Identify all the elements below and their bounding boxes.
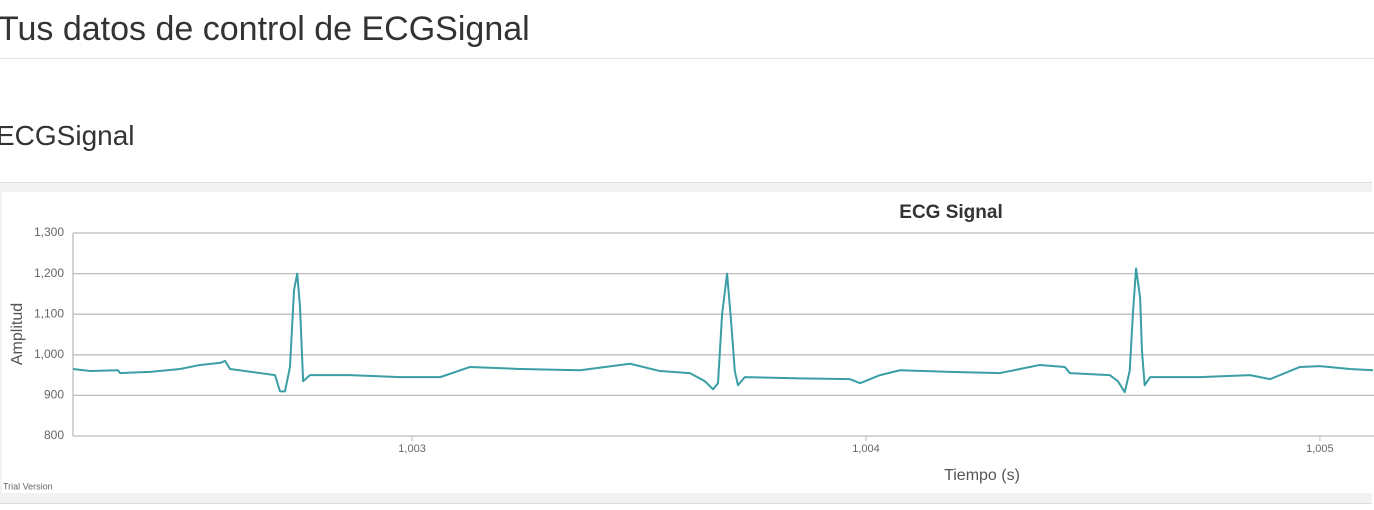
- x-tick-label: 1,005: [1306, 443, 1334, 455]
- y-tick-label: 1,000: [34, 347, 64, 361]
- ecg-line: [72, 267, 1374, 394]
- divider: [0, 58, 1374, 59]
- chart-background: [2, 192, 1374, 493]
- watermark: Trial Version: [3, 481, 53, 491]
- x-axis-label: Tiempo (s): [944, 467, 1020, 484]
- page-title: Tus datos de control de ECGSignal: [0, 10, 530, 48]
- chart-title: ECG Signal: [899, 202, 1002, 223]
- section-title: ECGSignal: [0, 120, 135, 151]
- y-tick-label: 1,200: [34, 266, 64, 280]
- x-tick-label: 1,003: [398, 443, 426, 455]
- y-tick-label: 1,100: [34, 306, 64, 320]
- y-tick-label: 900: [44, 388, 64, 402]
- y-tick-label: 1,300: [34, 225, 64, 239]
- x-tick-label: 1,004: [852, 443, 880, 455]
- y-axis-label: Amplitud: [9, 303, 26, 365]
- y-tick-label: 800: [44, 428, 64, 442]
